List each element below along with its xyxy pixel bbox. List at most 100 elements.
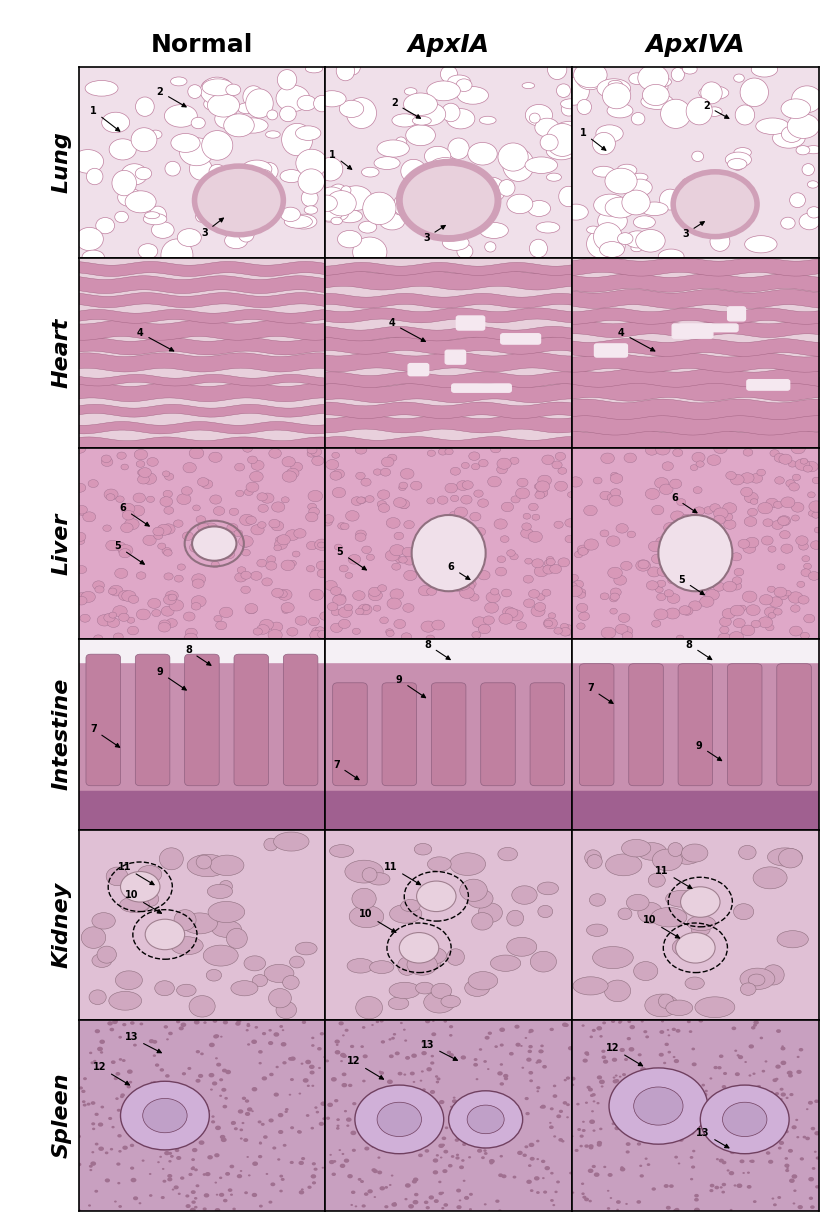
Ellipse shape	[529, 240, 547, 258]
Circle shape	[91, 1101, 95, 1105]
Circle shape	[189, 1173, 193, 1176]
Circle shape	[79, 510, 87, 516]
Circle shape	[796, 1070, 801, 1073]
Circle shape	[437, 1120, 442, 1123]
Circle shape	[469, 452, 480, 460]
Circle shape	[112, 606, 127, 617]
Ellipse shape	[330, 845, 353, 857]
Circle shape	[115, 1098, 119, 1100]
Circle shape	[137, 475, 150, 484]
Circle shape	[610, 473, 623, 483]
Text: 3: 3	[423, 225, 445, 242]
Circle shape	[424, 555, 433, 561]
Circle shape	[674, 1059, 679, 1064]
Circle shape	[241, 540, 250, 548]
Circle shape	[371, 1168, 376, 1172]
Circle shape	[681, 574, 695, 584]
Circle shape	[568, 585, 582, 596]
Circle shape	[275, 539, 288, 549]
Circle shape	[261, 1076, 267, 1081]
Circle shape	[300, 1062, 304, 1065]
Circle shape	[659, 1053, 664, 1056]
Circle shape	[318, 1067, 321, 1069]
Circle shape	[497, 1099, 501, 1101]
Circle shape	[97, 615, 112, 626]
Circle shape	[351, 1131, 356, 1135]
Text: ApxIA: ApxIA	[408, 33, 490, 57]
Ellipse shape	[352, 888, 376, 909]
Circle shape	[678, 570, 686, 576]
Circle shape	[213, 506, 225, 515]
Circle shape	[332, 1172, 336, 1176]
Circle shape	[567, 492, 575, 498]
FancyBboxPatch shape	[445, 350, 466, 364]
Circle shape	[108, 588, 117, 595]
Circle shape	[802, 1135, 806, 1138]
Circle shape	[83, 1077, 87, 1081]
Circle shape	[483, 616, 495, 624]
FancyBboxPatch shape	[728, 663, 762, 786]
Circle shape	[413, 1200, 418, 1205]
Ellipse shape	[447, 108, 475, 129]
Bar	[79, 791, 325, 830]
Circle shape	[701, 1083, 705, 1087]
Circle shape	[515, 488, 529, 499]
Circle shape	[301, 1188, 304, 1190]
Circle shape	[371, 1145, 375, 1148]
Circle shape	[495, 567, 507, 576]
Circle shape	[722, 608, 735, 618]
Circle shape	[810, 1127, 815, 1131]
Circle shape	[739, 1160, 744, 1163]
Ellipse shape	[97, 946, 117, 963]
Circle shape	[575, 551, 583, 557]
Circle shape	[344, 604, 352, 611]
Ellipse shape	[361, 167, 379, 176]
Circle shape	[78, 593, 87, 600]
Circle shape	[122, 1145, 128, 1150]
Circle shape	[316, 561, 327, 570]
Circle shape	[251, 572, 262, 581]
Circle shape	[282, 1030, 284, 1031]
Circle shape	[342, 1083, 347, 1087]
FancyBboxPatch shape	[432, 683, 466, 786]
Circle shape	[400, 469, 414, 479]
Circle shape	[657, 581, 666, 587]
Circle shape	[607, 1207, 610, 1210]
Ellipse shape	[547, 142, 576, 159]
Circle shape	[669, 1184, 674, 1188]
Circle shape	[184, 612, 195, 621]
Text: 3: 3	[682, 221, 705, 239]
FancyBboxPatch shape	[382, 683, 417, 786]
Circle shape	[645, 488, 659, 499]
Circle shape	[511, 495, 520, 503]
Circle shape	[753, 1200, 757, 1204]
Circle shape	[608, 567, 623, 578]
Circle shape	[95, 1143, 98, 1145]
Circle shape	[532, 514, 540, 520]
Circle shape	[556, 1180, 560, 1183]
Ellipse shape	[605, 168, 637, 194]
Circle shape	[442, 1137, 447, 1140]
Circle shape	[625, 1125, 629, 1127]
Ellipse shape	[799, 213, 820, 230]
Circle shape	[796, 1135, 800, 1138]
Circle shape	[815, 1185, 820, 1189]
Circle shape	[490, 1097, 493, 1099]
Circle shape	[536, 1086, 540, 1089]
Circle shape	[671, 511, 684, 521]
Circle shape	[751, 621, 761, 628]
Circle shape	[271, 521, 284, 531]
Circle shape	[190, 1207, 196, 1212]
Ellipse shape	[431, 983, 452, 999]
Circle shape	[246, 516, 256, 525]
Circle shape	[421, 1070, 423, 1072]
Circle shape	[112, 1126, 115, 1128]
Circle shape	[79, 1087, 83, 1089]
Ellipse shape	[435, 190, 457, 208]
Circle shape	[257, 493, 267, 501]
Circle shape	[757, 1084, 761, 1088]
Circle shape	[776, 1030, 781, 1033]
Text: Normal: Normal	[151, 33, 253, 57]
Ellipse shape	[394, 194, 418, 217]
Circle shape	[615, 624, 628, 634]
